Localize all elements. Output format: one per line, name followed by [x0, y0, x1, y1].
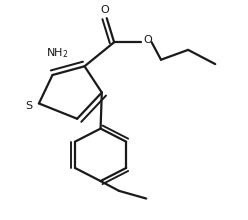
Text: O: O	[100, 5, 109, 15]
Text: NH$_2$: NH$_2$	[46, 46, 69, 60]
Text: O: O	[144, 35, 153, 46]
Text: S: S	[26, 101, 33, 111]
